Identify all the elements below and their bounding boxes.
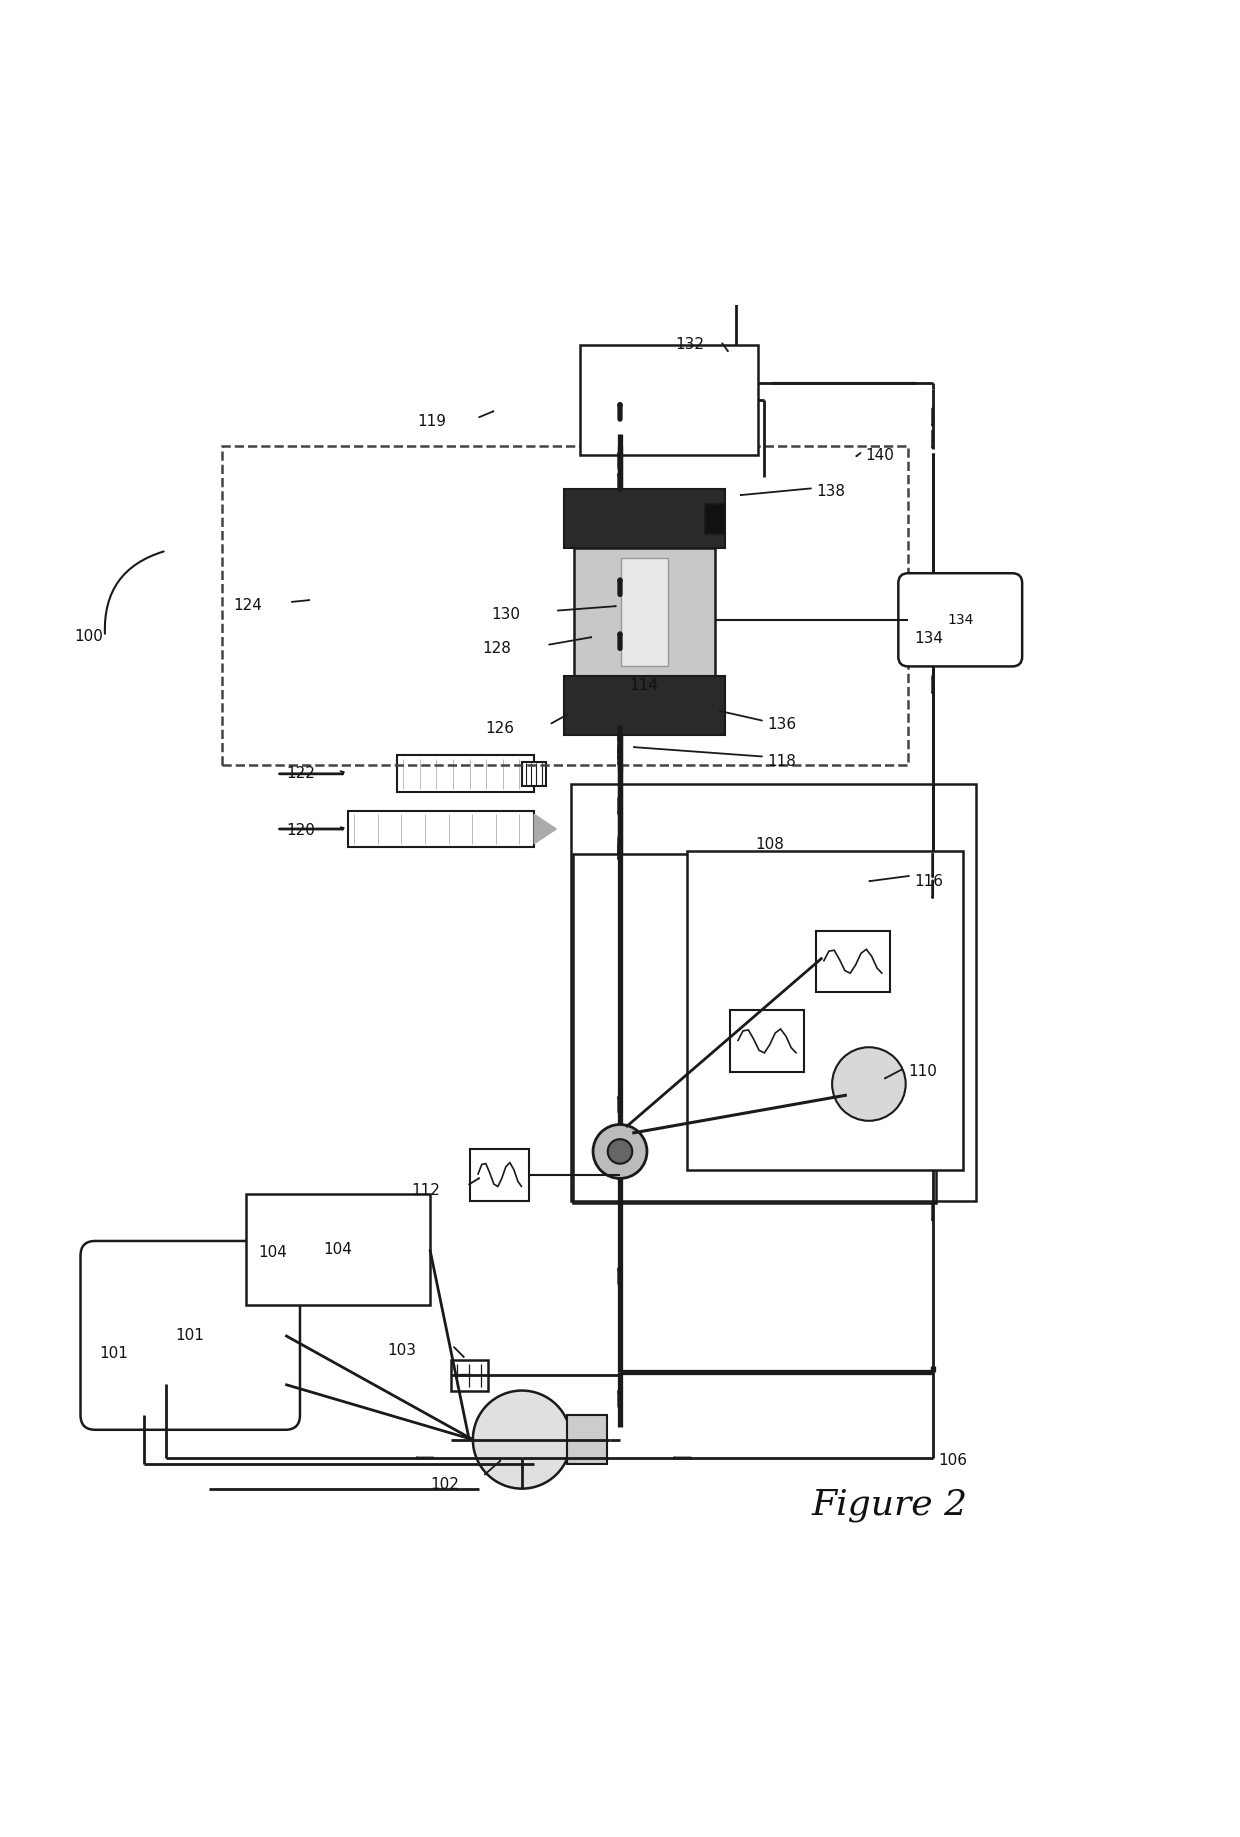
Bar (621, 558, 668, 667)
Text: 128: 128 (482, 641, 512, 656)
Bar (564, 489, 725, 547)
Text: Figure 2: Figure 2 (812, 1488, 967, 1521)
Text: 104: 104 (258, 1244, 288, 1260)
Bar (397, 755, 534, 792)
Circle shape (832, 1047, 905, 1121)
Text: 101: 101 (99, 1347, 128, 1361)
Text: 110: 110 (908, 1064, 937, 1080)
Text: 104: 104 (324, 1242, 352, 1257)
Text: 101: 101 (176, 1328, 205, 1343)
Bar (564, 676, 725, 735)
Bar (570, 784, 976, 1201)
Bar (451, 1359, 487, 1391)
Polygon shape (534, 814, 557, 843)
Text: 108: 108 (755, 838, 784, 852)
FancyBboxPatch shape (898, 573, 1022, 667)
Bar (470, 1148, 529, 1201)
Text: 116: 116 (914, 874, 944, 889)
Text: 114: 114 (630, 678, 658, 693)
Text: 124: 124 (234, 599, 263, 614)
Bar (246, 1194, 430, 1304)
Circle shape (472, 1391, 570, 1488)
Text: 132: 132 (675, 338, 704, 353)
Bar (347, 810, 534, 847)
Bar (574, 547, 715, 676)
Text: 134: 134 (914, 632, 944, 647)
Bar (567, 1414, 606, 1464)
Bar (730, 1010, 804, 1071)
Text: 140: 140 (866, 448, 894, 463)
Text: 136: 136 (768, 716, 796, 733)
Circle shape (593, 1124, 647, 1179)
Text: 120: 120 (286, 823, 315, 838)
Text: 138: 138 (816, 485, 846, 500)
Text: 134: 134 (947, 614, 973, 626)
Circle shape (608, 1139, 632, 1163)
Text: 118: 118 (768, 753, 796, 770)
Bar (720, 250, 751, 287)
Text: 126: 126 (485, 720, 515, 737)
Text: 112: 112 (412, 1183, 440, 1198)
Text: 102: 102 (430, 1477, 459, 1492)
Bar (580, 345, 758, 456)
Bar (522, 762, 547, 786)
Text: 106: 106 (939, 1453, 967, 1468)
Text: 100: 100 (74, 628, 103, 645)
Text: 119: 119 (418, 415, 446, 430)
Bar (816, 931, 890, 992)
Bar (706, 503, 725, 533)
Bar (687, 851, 963, 1170)
FancyBboxPatch shape (81, 1242, 300, 1429)
Circle shape (727, 193, 745, 213)
Text: 122: 122 (286, 766, 315, 781)
Text: 103: 103 (387, 1343, 417, 1358)
Bar (573, 854, 936, 1203)
Text: 130: 130 (491, 606, 521, 623)
Bar (222, 446, 908, 766)
